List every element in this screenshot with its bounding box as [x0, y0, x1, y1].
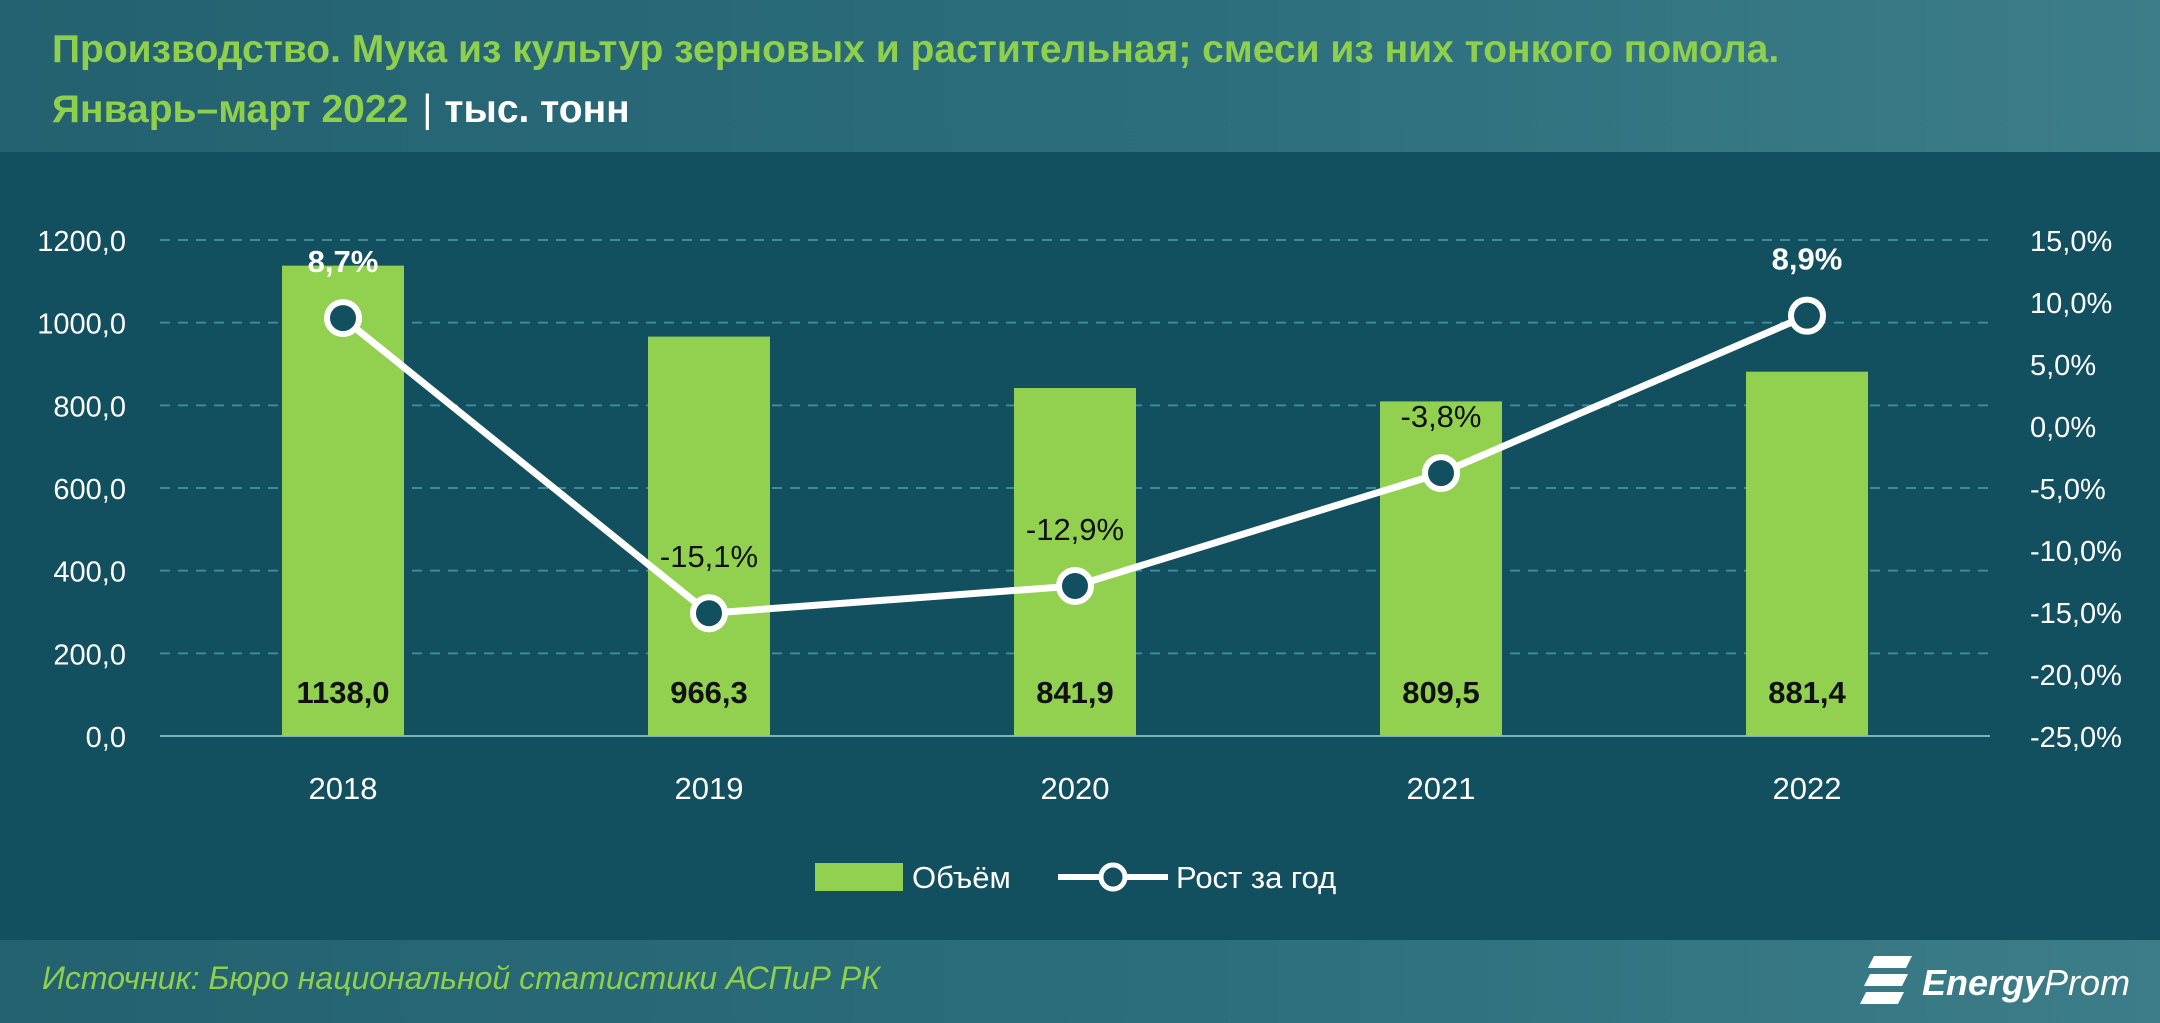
growth-value-label: 8,7% — [308, 244, 379, 279]
bar — [648, 336, 770, 736]
y-right-tick-label: -20,0% — [2030, 660, 2122, 692]
y-left-tick-label: 800,0 — [53, 391, 126, 423]
legend-marker-growth — [1098, 862, 1128, 892]
period-label: Январь–март 2022 — [52, 88, 409, 131]
y-left-tick-label: 1000,0 — [37, 309, 126, 341]
x-tick-label: 2021 — [1407, 771, 1476, 806]
y-left-tick-label: 0,0 — [86, 722, 126, 754]
x-tick-label: 2020 — [1041, 771, 1110, 806]
chart-header: Производство. Мука из культур зерновых и… — [0, 0, 2160, 152]
unit-label: тыс. тонн — [444, 88, 630, 131]
y-right-tick-label: -10,0% — [2030, 536, 2122, 568]
growth-point — [324, 299, 362, 338]
y-right-tick-label: 10,0% — [2030, 288, 2112, 320]
bar-value-label: 809,5 — [1402, 675, 1480, 710]
bar — [282, 265, 404, 736]
y-right-tick-label: -15,0% — [2030, 598, 2122, 630]
x-tick-label: 2018 — [309, 771, 378, 806]
bar — [1014, 388, 1136, 736]
growth-point — [1422, 454, 1460, 493]
legend-label-growth: Рост за год — [1176, 860, 1336, 895]
growth-point — [1056, 566, 1094, 605]
legend-swatch-bars — [815, 863, 903, 891]
y-right-tick-label: 0,0% — [2030, 412, 2096, 444]
title-separator: | — [422, 88, 433, 131]
bar-value-label: 966,3 — [670, 675, 748, 710]
growth-point — [690, 594, 728, 633]
growth-value-label: -12,9% — [1026, 512, 1124, 547]
bar-value-label: 841,9 — [1036, 675, 1114, 710]
y-left-tick-label: 200,0 — [53, 639, 126, 671]
y-right-tick-label: -5,0% — [2030, 474, 2106, 506]
y-right-tick-label: 5,0% — [2030, 350, 2096, 382]
y-left-tick-label: 400,0 — [53, 557, 126, 589]
growth-value-label: 8,9% — [1772, 242, 1843, 277]
growth-value-label: -3,8% — [1401, 399, 1482, 434]
energyprom-logo: EnergyProm — [1860, 950, 2140, 1014]
chart-footer: Источник: Бюро национальной статистики А… — [0, 940, 2160, 1023]
logo-mark-icon — [1860, 956, 1912, 1004]
plot-area: 0,0 200,0 400,0 600,0 800,0 1000,0 1200,0 -25,0… — [0, 152, 2160, 940]
bar-value-label: 881,4 — [1768, 675, 1846, 710]
y-left-tick-label: 600,0 — [53, 474, 126, 506]
chart-subtitle: Январь–март 2022 | тыс. тонн — [52, 88, 630, 132]
x-tick-label: 2019 — [675, 771, 744, 806]
chart-title: Производство. Мука из культур зерновых и… — [52, 28, 1780, 71]
combo-chart: 0,0 200,0 400,0 600,0 800,0 1000,0 1200,0 -25,0… — [37, 226, 2122, 895]
x-tick-label: 2022 — [1773, 771, 1842, 806]
source-note: Источник: Бюро национальной статистики А… — [42, 960, 880, 996]
bar — [1746, 371, 1868, 736]
bar-value-label: 1138,0 — [296, 675, 389, 710]
y-left-tick-label: 1200,0 — [37, 226, 126, 258]
growth-value-label: -15,1% — [660, 539, 758, 574]
y-right-tick-label: 15,0% — [2030, 226, 2112, 258]
legend-label-bars: Объём — [912, 860, 1011, 895]
logo-text-light: Prom — [2044, 962, 2131, 1003]
logo-text-bold: Energy — [1922, 962, 2045, 1003]
logo-text: EnergyProm — [1922, 962, 2130, 1004]
growth-point — [1788, 296, 1826, 335]
y-right-tick-label: -25,0% — [2030, 722, 2122, 754]
